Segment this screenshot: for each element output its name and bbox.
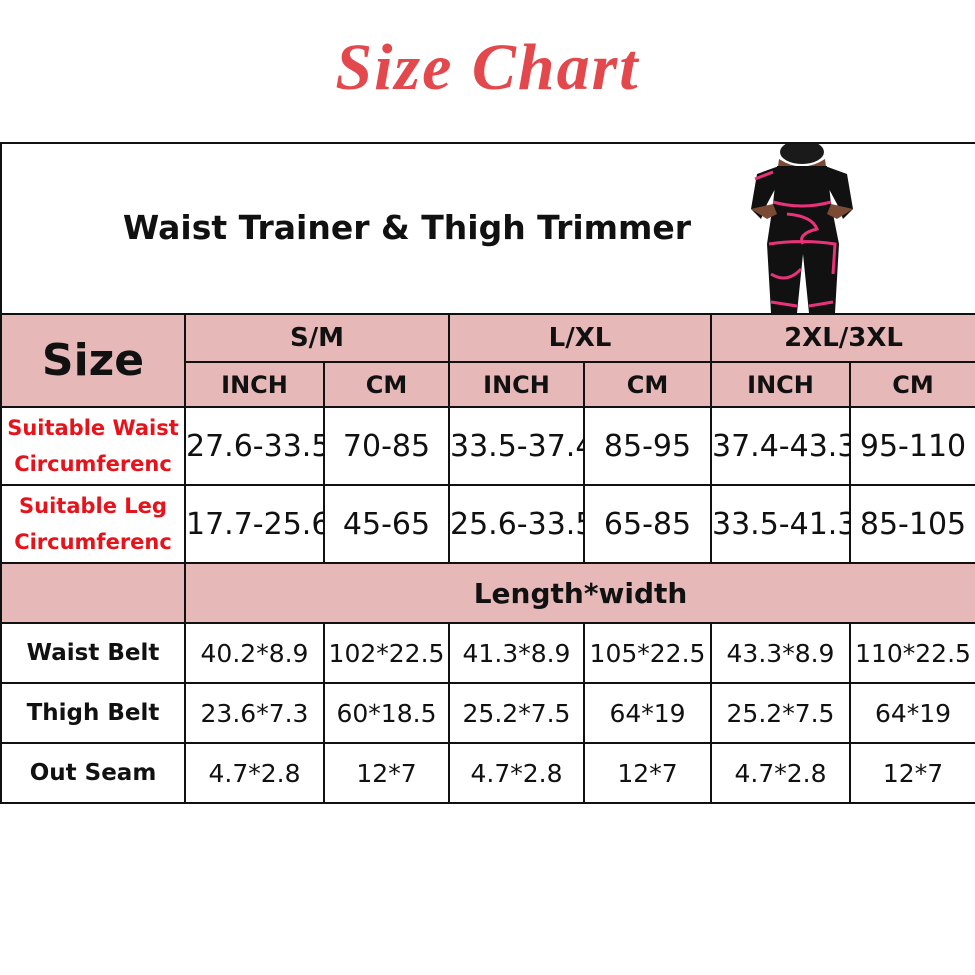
unit-header: INCH: [184, 361, 325, 408]
row-label: Waist Belt: [0, 622, 186, 684]
table-cell: 64*19: [583, 682, 712, 744]
table-cell: 85-95: [583, 406, 712, 486]
table-cell: 25.2*7.5: [710, 682, 851, 744]
table-cell: 25.2*7.5: [448, 682, 585, 744]
table-cell: 25.6-33.5: [448, 484, 585, 564]
table-cell: 41.3*8.9: [448, 622, 585, 684]
table-cell: 105*22.5: [583, 622, 712, 684]
table-cell: 33.5-41.3: [710, 484, 851, 564]
row-label: Suitable Waist Circumferenc: [0, 406, 186, 486]
row-label-line: Circumferenc: [14, 530, 172, 554]
table-cell: 12*7: [583, 742, 712, 804]
row-label: Thigh Belt: [0, 682, 186, 744]
size-label: Size: [0, 313, 186, 408]
table-row: Out Seam 4.7*2.8 12*7 4.7*2.8 12*7 4.7*2…: [0, 742, 975, 804]
table-cell: 110*22.5: [848, 622, 975, 684]
empty-cell: [0, 562, 186, 624]
unit-header: CM: [583, 361, 712, 408]
table-cell: 27.6-33.5: [184, 406, 325, 486]
table-cell: 12*7: [848, 742, 975, 804]
table-cell: 4.7*2.8: [710, 742, 851, 804]
table-cell: 85-105: [848, 484, 975, 564]
unit-header: INCH: [448, 361, 585, 408]
table-cell: 45-65: [323, 484, 450, 564]
row-label-line: Suitable Waist: [7, 416, 179, 440]
unit-header: CM: [323, 361, 450, 408]
table-cell: 33.5-37.4: [448, 406, 585, 486]
table-cell: 65-85: [583, 484, 712, 564]
table-cell: 40.2*8.9: [184, 622, 325, 684]
table-cell: 60*18.5: [323, 682, 450, 744]
table-cell: 102*22.5: [323, 622, 450, 684]
table-row: Thigh Belt 23.6*7.3 60*18.5 25.2*7.5 64*…: [0, 682, 975, 744]
table-row: Suitable Waist Circumferenc 27.6-33.5 70-…: [0, 406, 975, 486]
table-cell: 12*7: [323, 742, 450, 804]
table-cell: 4.7*2.8: [448, 742, 585, 804]
row-label-line: Circumferenc: [14, 452, 172, 476]
product-image: [751, 145, 853, 312]
row-label-line: Suitable Leg: [19, 494, 167, 518]
table-cell: 64*19: [848, 682, 975, 744]
table-cell: 37.4-43.3: [710, 406, 851, 486]
row-label: Suitable Leg Circumferenc: [0, 484, 186, 564]
size-header-2xl3xl: 2XL/3XL: [709, 313, 975, 363]
dims-header: Length*width: [183, 562, 975, 624]
table-cell: 4.7*2.8: [184, 742, 325, 804]
page-title: Size Chart: [335, 31, 640, 104]
size-chart-table: Waist Trainer & Thigh Trimmer Size S/M L…: [0, 142, 975, 804]
table-cell: 23.6*7.3: [184, 682, 325, 744]
unit-header: INCH: [710, 361, 851, 408]
row-label: Out Seam: [0, 742, 186, 804]
product-name: Waist Trainer & Thigh Trimmer: [122, 208, 692, 247]
size-header-lxl: L/XL: [448, 313, 712, 363]
product-header: Waist Trainer & Thigh Trimmer: [0, 142, 975, 315]
size-header-sm: S/M: [184, 313, 450, 363]
table-cell: 95-110: [848, 406, 975, 486]
table-cell: 70-85: [323, 406, 450, 486]
table-row: Waist Belt 40.2*8.9 102*22.5 41.3*8.9 10…: [0, 622, 975, 684]
unit-header: CM: [848, 361, 975, 408]
table-cell: 17.7-25.6: [184, 484, 325, 564]
table-cell: 43.3*8.9: [710, 622, 851, 684]
table-row: Suitable Leg Circumferenc 17.7-25.6 45-65…: [0, 484, 975, 564]
